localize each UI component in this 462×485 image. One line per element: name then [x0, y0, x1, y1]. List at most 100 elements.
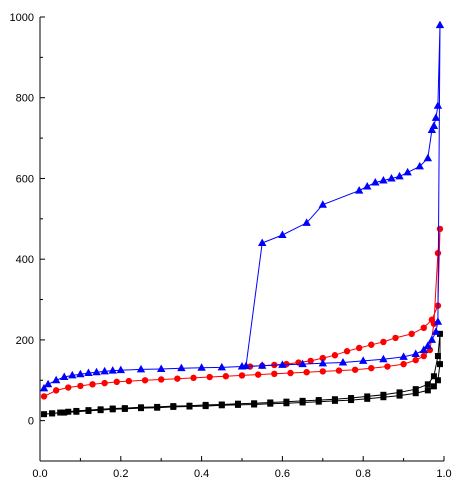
data-point — [121, 405, 128, 412]
data-point — [77, 382, 84, 390]
data-point — [420, 324, 427, 331]
data-point — [363, 182, 372, 190]
data-point — [197, 363, 206, 371]
data-point — [73, 408, 80, 415]
data-point — [423, 153, 433, 162]
data-point — [157, 364, 166, 372]
x-tick-label: 0.0 — [32, 468, 47, 480]
data-point — [380, 394, 387, 401]
data-point — [138, 405, 144, 412]
data-point — [395, 171, 404, 180]
x-tick-label: 0.8 — [356, 468, 371, 480]
data-point — [331, 397, 338, 404]
data-point — [108, 366, 117, 374]
data-point — [368, 364, 375, 372]
data-point — [254, 371, 262, 378]
data-point — [283, 400, 290, 407]
y-tick-label: 1000 — [10, 12, 34, 24]
data-point — [40, 393, 48, 400]
data-point — [52, 387, 60, 394]
data-point — [299, 399, 306, 406]
data-point — [430, 373, 437, 380]
data-point — [85, 407, 92, 414]
data-point — [271, 370, 278, 378]
data-point — [170, 403, 177, 410]
data-point — [84, 368, 93, 377]
data-point — [319, 368, 326, 375]
data-point — [258, 361, 267, 369]
data-point — [379, 175, 388, 184]
data-point — [408, 330, 415, 338]
data-point — [424, 381, 431, 388]
data-point — [258, 238, 267, 247]
data-point — [278, 360, 287, 368]
x-tick-label: 0.6 — [275, 468, 290, 480]
y-tick-label: 400 — [16, 254, 34, 266]
data-point — [141, 377, 149, 384]
data-point — [400, 360, 407, 368]
data-point — [403, 167, 412, 176]
data-point — [222, 373, 230, 380]
data-point — [39, 383, 49, 392]
y-tick-label: 600 — [16, 173, 34, 185]
data-point — [415, 161, 424, 170]
data-point — [419, 345, 428, 353]
data-point — [434, 377, 441, 384]
data-point — [364, 395, 371, 402]
data-point — [68, 370, 77, 379]
data-point — [384, 363, 391, 370]
data-point — [436, 225, 444, 233]
y-tick-label: 0 — [28, 416, 34, 428]
data-point — [368, 341, 375, 348]
data-point — [433, 101, 443, 109]
data-point — [338, 358, 348, 366]
data-point — [234, 401, 241, 408]
data-point — [303, 369, 310, 376]
data-point — [436, 330, 443, 337]
data-point — [113, 378, 120, 386]
data-point — [318, 358, 327, 367]
data-point — [267, 400, 274, 407]
data-point — [190, 374, 197, 382]
data-point — [49, 410, 56, 417]
data-point — [43, 379, 53, 388]
data-point — [435, 20, 445, 29]
x-tick-label: 1.0 — [436, 468, 451, 480]
y-tick-label: 800 — [16, 93, 34, 105]
x-tick-label: 0.4 — [194, 468, 209, 480]
data-point — [57, 409, 64, 416]
data-point — [420, 352, 427, 360]
data-point — [335, 367, 343, 374]
data-point — [100, 366, 109, 375]
data-point — [97, 407, 104, 414]
data-point — [433, 317, 443, 325]
data-point — [351, 366, 359, 373]
data-point — [76, 369, 85, 378]
data-point — [396, 392, 403, 399]
data-point — [61, 409, 68, 416]
data-point — [431, 113, 441, 121]
data-point — [436, 361, 443, 368]
data-point — [359, 356, 368, 364]
data-point — [251, 401, 258, 408]
data-point — [238, 372, 246, 379]
series-triangle — [39, 20, 445, 392]
data-point — [343, 348, 351, 355]
data-point — [287, 369, 294, 377]
series-square — [41, 330, 443, 418]
data-point — [217, 362, 226, 371]
data-point — [399, 352, 408, 360]
data-point — [387, 173, 396, 182]
data-point — [379, 354, 388, 363]
data-point — [41, 411, 48, 418]
data-point — [428, 316, 436, 323]
series-line — [43, 25, 441, 389]
data-point — [392, 334, 399, 342]
data-point — [427, 335, 437, 343]
data-point — [302, 218, 311, 226]
data-point — [125, 377, 133, 385]
data-point — [65, 408, 72, 415]
data-point — [427, 125, 437, 134]
series-layer — [39, 20, 445, 418]
